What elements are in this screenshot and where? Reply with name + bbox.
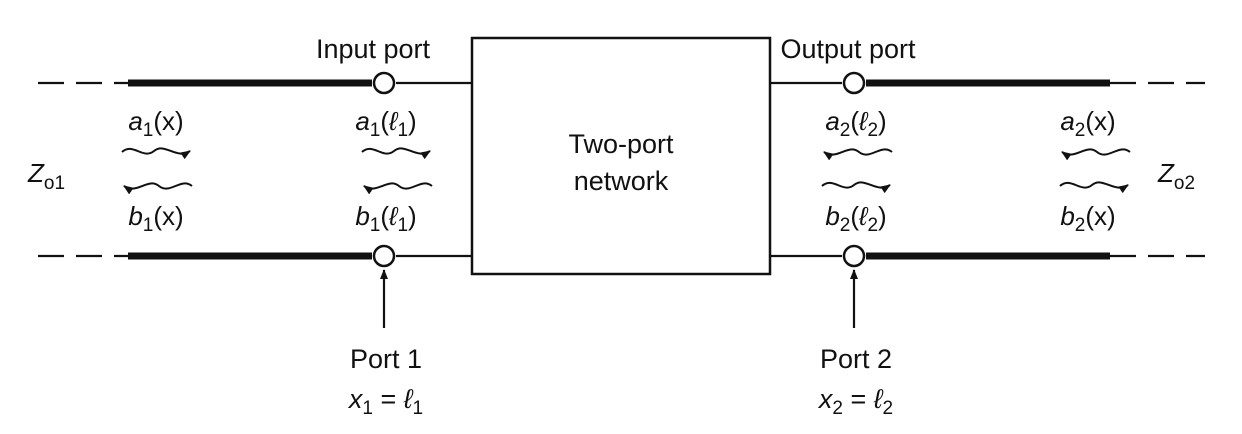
wave-arrow-a2-x: [1061, 148, 1131, 161]
impedance-zo1-label: Zo1: [27, 158, 65, 194]
wave-arrow-a1-x: [121, 147, 191, 160]
input-port-top-terminal: [372, 71, 396, 95]
wave-label-a1-l1: a1(ℓ1): [355, 106, 416, 141]
impedance-zo2-label: Zo2: [1157, 158, 1195, 194]
port1-position: x1 = ℓ1: [347, 384, 423, 419]
output-port-label: Output port: [780, 34, 916, 64]
wave-label-a2-l2: a2(ℓ2): [825, 106, 886, 141]
wave-label-b1-x: b1(x): [128, 201, 183, 236]
wave-arrow-b1-x: [123, 182, 193, 195]
wave-label-b2-l2: b2(ℓ2): [825, 201, 886, 236]
output-port-bottom-terminal: [842, 244, 866, 268]
port1-label: Port 1: [350, 344, 422, 374]
wave-label-b2-x: b2(x): [1060, 201, 1115, 236]
two-port-network-box: [470, 36, 772, 276]
wave-label-a2-x: a2(x): [1060, 106, 1115, 141]
port2-position: x2 = ℓ2: [817, 384, 893, 419]
right-transmission-line: [770, 79, 1205, 260]
network-label-line2: network: [574, 166, 669, 196]
input-port-label: Input port: [316, 34, 431, 64]
wave-arrow-a1-l1: [361, 147, 431, 160]
left-transmission-line: [38, 79, 472, 260]
wave-arrow-a2-l2: [823, 148, 893, 161]
wave-label-b1-l1: b1(ℓ1): [355, 201, 416, 236]
wave-label-a1-x: a1(x): [128, 106, 183, 141]
input-port-bottom-terminal: [372, 244, 396, 268]
output-port-top-terminal: [842, 71, 866, 95]
wave-arrow-b2-l2: [821, 181, 891, 194]
network-label-line1: Two-port: [568, 129, 674, 159]
port2-label: Port 2: [820, 344, 892, 374]
wave-arrow-b1-l1: [363, 182, 433, 195]
wave-arrow-b2-x: [1059, 181, 1129, 194]
